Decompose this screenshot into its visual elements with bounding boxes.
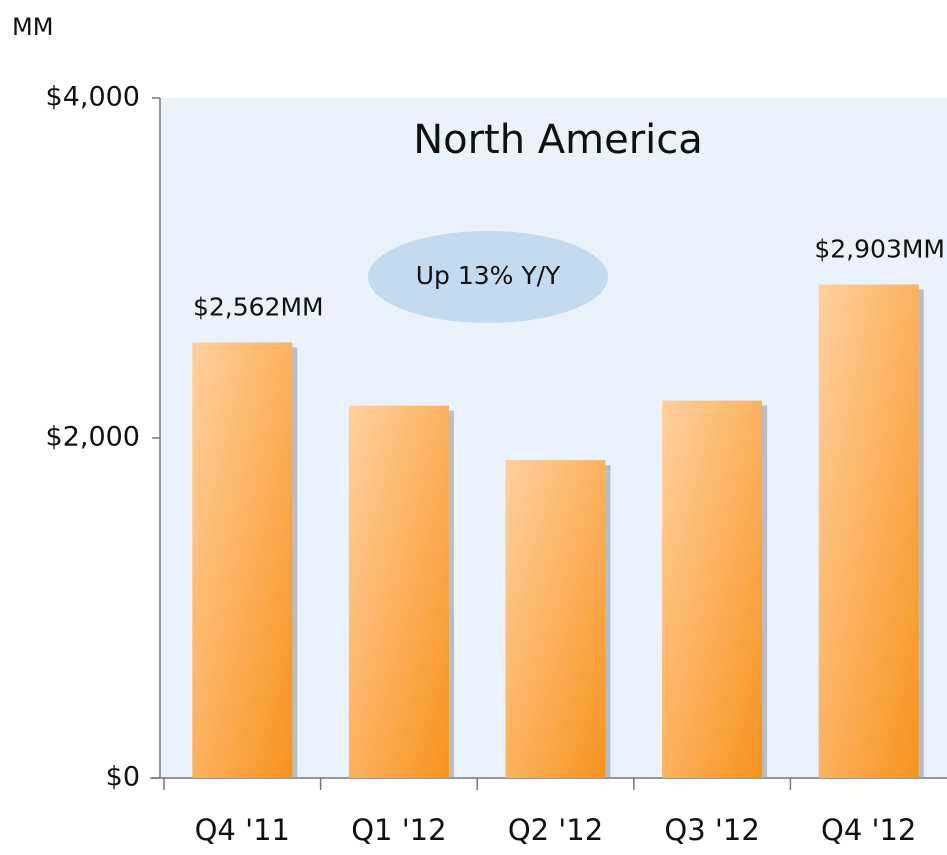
x-tick-label: Q1 '12 bbox=[351, 813, 446, 847]
value-label: $2,562MM bbox=[193, 292, 324, 321]
bar bbox=[348, 405, 449, 778]
x-tick-label: Q4 '11 bbox=[195, 813, 290, 847]
x-tick-label: Q3 '12 bbox=[664, 813, 759, 847]
bar bbox=[662, 400, 763, 778]
annotation: Up 13% Y/Y bbox=[416, 261, 561, 290]
y-axis-label: MM bbox=[12, 13, 53, 41]
x-tick-label: Q4 '12 bbox=[821, 813, 916, 847]
chart-title: North America bbox=[413, 117, 703, 163]
bar bbox=[192, 342, 293, 778]
y-tick-label: $0 bbox=[106, 762, 140, 793]
bar bbox=[818, 284, 919, 778]
annotation-bubble bbox=[368, 231, 608, 323]
y-tick-label: $4,000 bbox=[46, 82, 140, 113]
bar bbox=[505, 460, 606, 778]
value-label: $2,903MM bbox=[814, 234, 945, 263]
x-tick-label: Q2 '12 bbox=[508, 813, 603, 847]
y-tick-label: $2,000 bbox=[46, 422, 140, 453]
